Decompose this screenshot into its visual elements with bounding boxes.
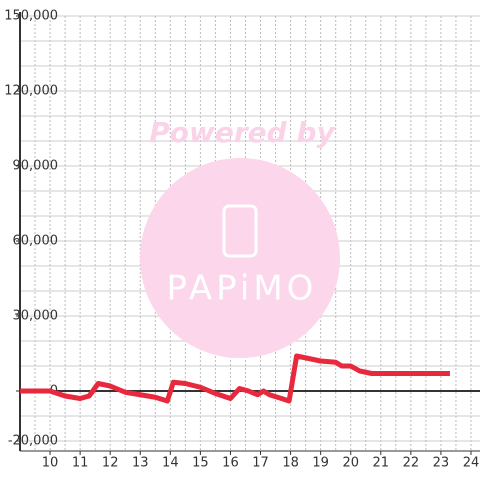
data-line: [20, 353, 450, 404]
x-tick-label: 20: [342, 456, 359, 471]
watermark-circle: [140, 158, 340, 358]
y-tick-label: 60,000: [13, 234, 59, 249]
x-tick-label: 11: [72, 456, 89, 471]
y-tick-label: 90,000: [13, 159, 59, 174]
x-tick-label: 12: [102, 456, 119, 471]
watermark-text: Powered by: [149, 116, 336, 149]
x-tick-label: 18: [282, 456, 299, 471]
x-tick-label: 21: [373, 456, 390, 471]
watermark-logo: PAPiMO: [167, 269, 318, 309]
x-tick-label: 15: [192, 456, 209, 471]
x-tick-label: 17: [252, 456, 269, 471]
watermark: Powered by PAPiMO: [140, 116, 340, 358]
phone-icon: [222, 204, 258, 258]
y-tick-label: -20,000: [8, 434, 58, 449]
x-tick-label: 24: [463, 456, 480, 471]
x-tick-label: 14: [162, 456, 179, 471]
x-tick-label: 10: [42, 456, 59, 471]
x-tick-label: 13: [132, 456, 149, 471]
x-tick-label: 16: [222, 456, 239, 471]
y-tick-label: 30,000: [13, 309, 59, 324]
y-tick-label: 150,000: [4, 9, 58, 24]
x-tick-label: 22: [403, 456, 420, 471]
x-tick-label: 23: [433, 456, 450, 471]
x-tick-label: 19: [312, 456, 329, 471]
y-tick-label: 120,000: [4, 84, 58, 99]
